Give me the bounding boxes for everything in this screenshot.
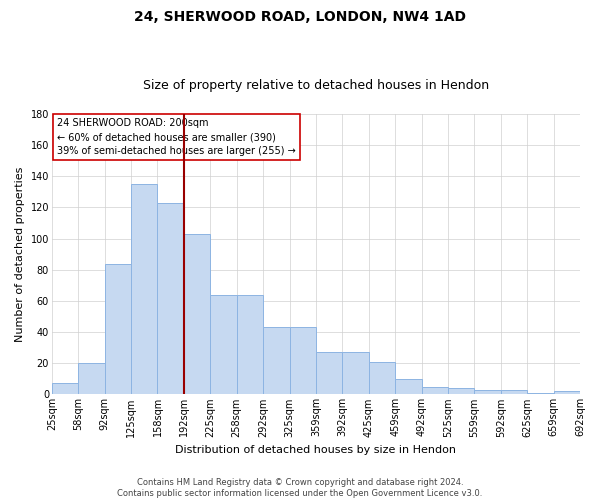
Bar [343, 352, 369, 395]
Bar [263, 328, 290, 394]
Y-axis label: Number of detached properties: Number of detached properties [15, 166, 25, 342]
Bar [448, 388, 475, 394]
Text: 24, SHERWOOD ROAD, LONDON, NW4 1AD: 24, SHERWOOD ROAD, LONDON, NW4 1AD [134, 10, 466, 24]
Bar [157, 203, 184, 394]
Text: Contains HM Land Registry data © Crown copyright and database right 2024.
Contai: Contains HM Land Registry data © Crown c… [118, 478, 482, 498]
Bar [236, 294, 263, 394]
Bar [475, 390, 501, 394]
Text: 24 SHERWOOD ROAD: 200sqm
← 60% of detached houses are smaller (390)
39% of semi-: 24 SHERWOOD ROAD: 200sqm ← 60% of detach… [57, 118, 296, 156]
Bar [554, 392, 580, 394]
Bar [316, 352, 343, 395]
Title: Size of property relative to detached houses in Hendon: Size of property relative to detached ho… [143, 79, 489, 92]
Bar [369, 362, 395, 394]
Bar [527, 393, 554, 394]
Bar [78, 363, 104, 394]
Bar [131, 184, 157, 394]
Bar [422, 386, 448, 394]
Bar [501, 390, 527, 394]
X-axis label: Distribution of detached houses by size in Hendon: Distribution of detached houses by size … [175, 445, 457, 455]
Bar [104, 264, 131, 394]
Bar [184, 234, 210, 394]
Bar [290, 328, 316, 394]
Bar [52, 384, 78, 394]
Bar [210, 294, 236, 394]
Bar [395, 379, 422, 394]
